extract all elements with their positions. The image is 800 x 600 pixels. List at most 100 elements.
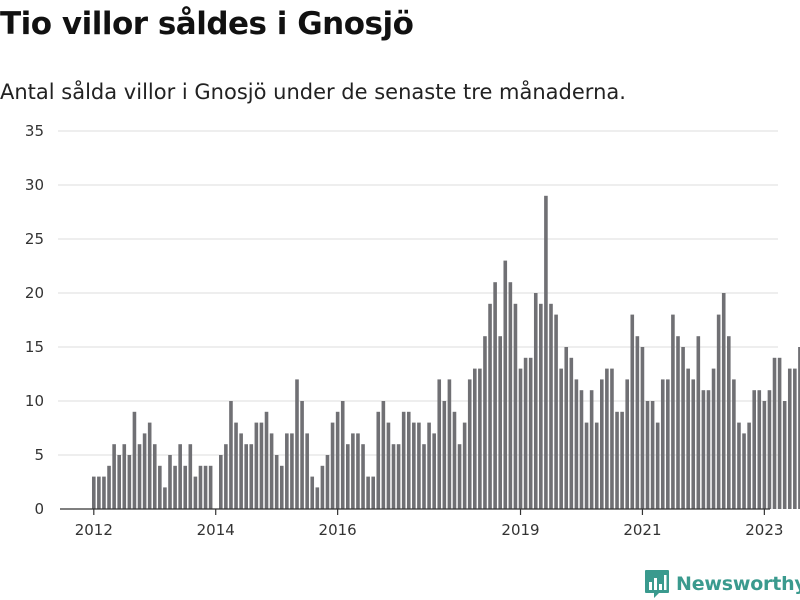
bar xyxy=(239,433,243,509)
bar xyxy=(163,487,167,509)
bar xyxy=(376,411,381,509)
bar xyxy=(158,465,162,509)
bar xyxy=(711,368,716,509)
x-tick-label: 2023 xyxy=(745,521,783,539)
bar xyxy=(782,401,787,509)
bar xyxy=(676,336,680,509)
bar xyxy=(518,368,523,509)
bar xyxy=(417,422,421,509)
bar xyxy=(386,422,391,509)
bar xyxy=(559,368,563,509)
bar xyxy=(173,465,177,509)
bar xyxy=(681,347,685,509)
chart-subtitle: Antal sålda villor i Gnosjö under de sen… xyxy=(0,80,626,104)
bar xyxy=(589,390,594,509)
bar xyxy=(798,347,800,509)
bar xyxy=(290,433,294,509)
y-tick-label: 25 xyxy=(25,230,44,248)
bar xyxy=(249,444,254,509)
bar xyxy=(371,476,375,509)
bar xyxy=(401,411,406,509)
bar xyxy=(432,433,436,509)
bar xyxy=(97,476,101,509)
bar xyxy=(747,422,751,509)
bar xyxy=(356,433,360,509)
bar xyxy=(269,433,274,509)
bar xyxy=(533,293,538,509)
y-tick-label: 10 xyxy=(25,392,44,410)
bar xyxy=(147,422,152,509)
bar xyxy=(183,465,188,509)
bar xyxy=(117,455,121,509)
bar xyxy=(579,390,584,509)
bar xyxy=(742,433,746,509)
bar xyxy=(544,195,548,510)
bar xyxy=(772,357,777,509)
bar xyxy=(412,422,416,509)
bar xyxy=(112,444,116,509)
bar xyxy=(279,465,284,509)
bar xyxy=(549,303,553,509)
bar xyxy=(488,303,492,509)
bar xyxy=(554,314,558,509)
bar xyxy=(650,401,655,509)
bar xyxy=(564,347,569,509)
bar xyxy=(188,444,193,509)
bar xyxy=(691,379,696,509)
bar xyxy=(706,390,711,509)
bar xyxy=(615,411,619,509)
bar xyxy=(727,336,731,509)
bar xyxy=(244,444,248,509)
bar xyxy=(686,368,690,509)
bar xyxy=(310,476,315,509)
bar xyxy=(361,444,365,509)
bar xyxy=(696,336,701,509)
bar xyxy=(478,368,482,509)
bar xyxy=(351,433,355,509)
bar xyxy=(523,357,528,509)
y-tick-label: 5 xyxy=(34,446,44,464)
bar xyxy=(610,368,614,509)
bar xyxy=(132,411,137,509)
bar xyxy=(193,476,198,509)
bar xyxy=(498,336,502,509)
bar xyxy=(594,422,599,509)
bar xyxy=(503,260,508,509)
bar xyxy=(483,336,487,509)
bar xyxy=(234,422,238,509)
x-axis-labels: 2012201420162019202120232025 xyxy=(75,509,783,539)
y-tick-label: 30 xyxy=(25,176,44,194)
bar xyxy=(574,379,579,509)
bar xyxy=(716,314,721,509)
y-tick-label: 35 xyxy=(25,122,44,140)
bar xyxy=(366,476,370,509)
bars xyxy=(92,195,800,510)
bar xyxy=(219,455,223,509)
bar xyxy=(391,444,396,509)
bar xyxy=(584,422,589,509)
bar xyxy=(422,444,426,509)
bar xyxy=(305,433,309,509)
bar xyxy=(447,379,452,509)
bar xyxy=(513,303,518,509)
bar xyxy=(340,401,345,509)
bar xyxy=(102,476,106,509)
bar xyxy=(178,444,182,509)
bar xyxy=(467,379,472,509)
bar xyxy=(437,379,442,509)
bar xyxy=(122,444,127,509)
bar xyxy=(660,379,665,509)
bar xyxy=(666,379,670,509)
bar xyxy=(142,433,147,509)
bar xyxy=(315,487,320,509)
bar xyxy=(224,444,228,509)
bar xyxy=(539,303,543,509)
bar xyxy=(203,465,208,509)
bar xyxy=(620,411,624,509)
bar xyxy=(569,357,574,509)
bar xyxy=(300,401,304,509)
bar xyxy=(671,314,675,509)
chart-title: Tio villor såldes i Gnosjö xyxy=(0,6,414,42)
bar xyxy=(757,390,762,509)
bar xyxy=(452,411,457,509)
